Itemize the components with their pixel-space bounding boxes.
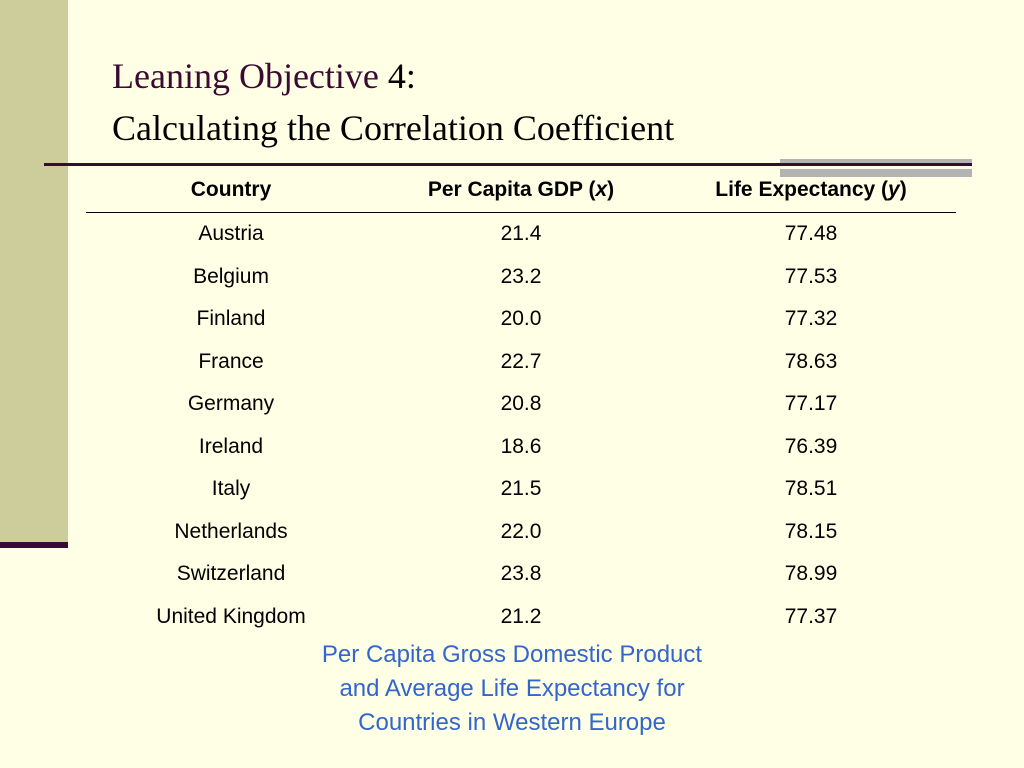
header-life: Life Expectancy (y)	[666, 168, 956, 213]
cell-life: 78.15	[784, 519, 838, 543]
table-row: France 22.7 78.63	[86, 341, 956, 384]
header-gdp-prefix: Per Capita GDP (	[427, 178, 596, 201]
header-life-suffix: )	[899, 178, 907, 201]
cell-gdp: 23.8	[500, 562, 542, 586]
caption-line-3: Countries in Western Europe	[358, 709, 666, 736]
cell-life: 77.17	[784, 392, 838, 416]
table-row: Ireland 18.6 76.39	[86, 426, 956, 469]
cell-country: France	[198, 349, 264, 373]
cell-country: Netherlands	[174, 519, 288, 543]
cell-gdp: 23.2	[500, 264, 542, 288]
title-suffix: 4:	[378, 56, 416, 96]
cell-country: United Kingdom	[156, 604, 306, 628]
table-row: United Kingdom 21.2 77.37	[86, 596, 956, 639]
left-bar-underline	[0, 542, 68, 548]
cell-gdp: 22.0	[500, 519, 542, 543]
table-row: Netherlands 22.0 78.15	[86, 511, 956, 554]
table-body: Austria 21.4 77.48 Belgium 23.2 77.53 Finland 2…	[86, 213, 956, 639]
cell-gdp: 21.4	[500, 222, 542, 246]
gdp-life-table: Country Per Capita GDP (x) Life Expectan…	[86, 168, 956, 638]
table-header-row: Country Per Capita GDP (x) Life Expectan…	[86, 168, 956, 213]
cell-life: 78.51	[784, 477, 838, 501]
cell-country: Austria	[198, 222, 264, 246]
cell-gdp: 18.6	[500, 434, 542, 458]
table-row: Italy 21.5 78.51	[86, 468, 956, 511]
cell-country: Ireland	[198, 434, 264, 458]
cell-life: 76.39	[784, 434, 838, 458]
table-row: Switzerland 23.8 78.99	[86, 553, 956, 596]
caption-line-2: and Average Life Expectancy for	[339, 675, 685, 702]
caption-line-1: Per Capita Gross Domestic Product	[321, 641, 703, 668]
left-decorative-bar	[0, 0, 68, 542]
header-gdp-var: x	[595, 178, 608, 201]
header-life-prefix: Life Expectancy (	[715, 178, 889, 201]
title-line-1: Leaning Objective 4:	[112, 50, 674, 102]
cell-country: Switzerland	[176, 562, 286, 586]
cell-gdp: 21.2	[500, 604, 542, 628]
table-caption: Per Capita Gross Domestic Product and Av…	[262, 638, 762, 740]
cell-life: 78.63	[784, 349, 838, 373]
cell-life: 78.99	[784, 562, 838, 586]
cell-country: Italy	[211, 477, 251, 501]
cell-life: 77.53	[784, 264, 838, 288]
cell-life: 77.32	[784, 307, 838, 331]
cell-country: Germany	[187, 392, 275, 416]
table-row: Finland 20.0 77.32	[86, 298, 956, 341]
header-country: Country	[86, 168, 376, 213]
cell-life: 77.48	[784, 222, 838, 246]
table-row: Germany 20.8 77.17	[86, 383, 956, 426]
header-gdp: Per Capita GDP (x)	[376, 168, 666, 213]
table-row: Austria 21.4 77.48	[86, 213, 956, 256]
title-main: Leaning Objective	[112, 56, 379, 96]
header-gdp-suffix: )	[607, 178, 615, 201]
cell-gdp: 20.8	[500, 392, 542, 416]
accent-bar-top	[780, 159, 972, 165]
table-row: Belgium 23.2 77.53	[86, 256, 956, 299]
slide-title: Leaning Objective 4: Calculating the Cor…	[112, 50, 674, 154]
header-life-var: y	[888, 178, 900, 201]
cell-country: Finland	[196, 307, 266, 331]
slide-subtitle: Calculating the Correlation Coefficient	[112, 108, 675, 148]
cell-gdp: 21.5	[500, 477, 542, 501]
cell-life: 77.37	[784, 604, 838, 628]
cell-gdp: 22.7	[500, 349, 542, 373]
cell-country: Belgium	[193, 264, 269, 288]
cell-gdp: 20.0	[500, 307, 542, 331]
title-divider	[44, 163, 972, 166]
